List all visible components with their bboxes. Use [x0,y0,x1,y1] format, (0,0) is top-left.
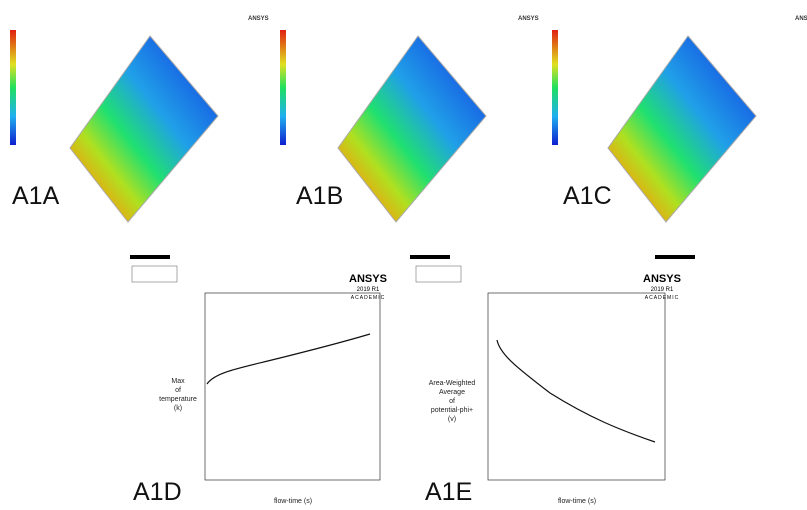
curve [207,334,370,384]
figure: A1A A1B A1C ANSYS ANSYS ANSYS Maxoftempe… [0,0,807,510]
plot-frame [488,293,665,480]
color-bar [280,30,286,145]
scale-bar [130,255,170,259]
scale-bar [655,255,695,259]
contour-plate [70,36,218,222]
contour-panels: A1A A1B A1C ANSYS ANSYS ANSYS [10,16,807,282]
plot-frame [205,293,380,480]
color-bar [552,30,558,145]
color-bar [10,30,16,145]
panel-label: A1E [425,478,472,506]
logo-version: 2019 R1 [651,287,674,293]
panel-label: A1B [296,182,343,210]
small-logo: ANSYS [248,16,269,22]
x-axis-label: flow-time (s) [558,498,596,505]
panel-label: A1A [12,182,60,210]
curve [497,340,655,442]
small-logo: ANSYS [518,16,539,22]
logo: ANSYS [643,273,681,285]
small-logo: ANSYS [795,16,807,22]
info-box [132,266,177,282]
scale-bar [410,255,450,259]
contour-plate [338,36,486,222]
logo-version: 2019 R1 [357,287,380,293]
logo-edition: ACADEMIC [351,295,385,301]
x-axis-label: flow-time (s) [274,498,312,505]
logo: ANSYS [349,273,387,285]
logo-edition: ACADEMIC [645,295,679,301]
contour-plate [608,36,756,222]
info-box [416,266,461,282]
panel-label: A1D [133,478,182,506]
panel-label: A1C [563,182,612,210]
